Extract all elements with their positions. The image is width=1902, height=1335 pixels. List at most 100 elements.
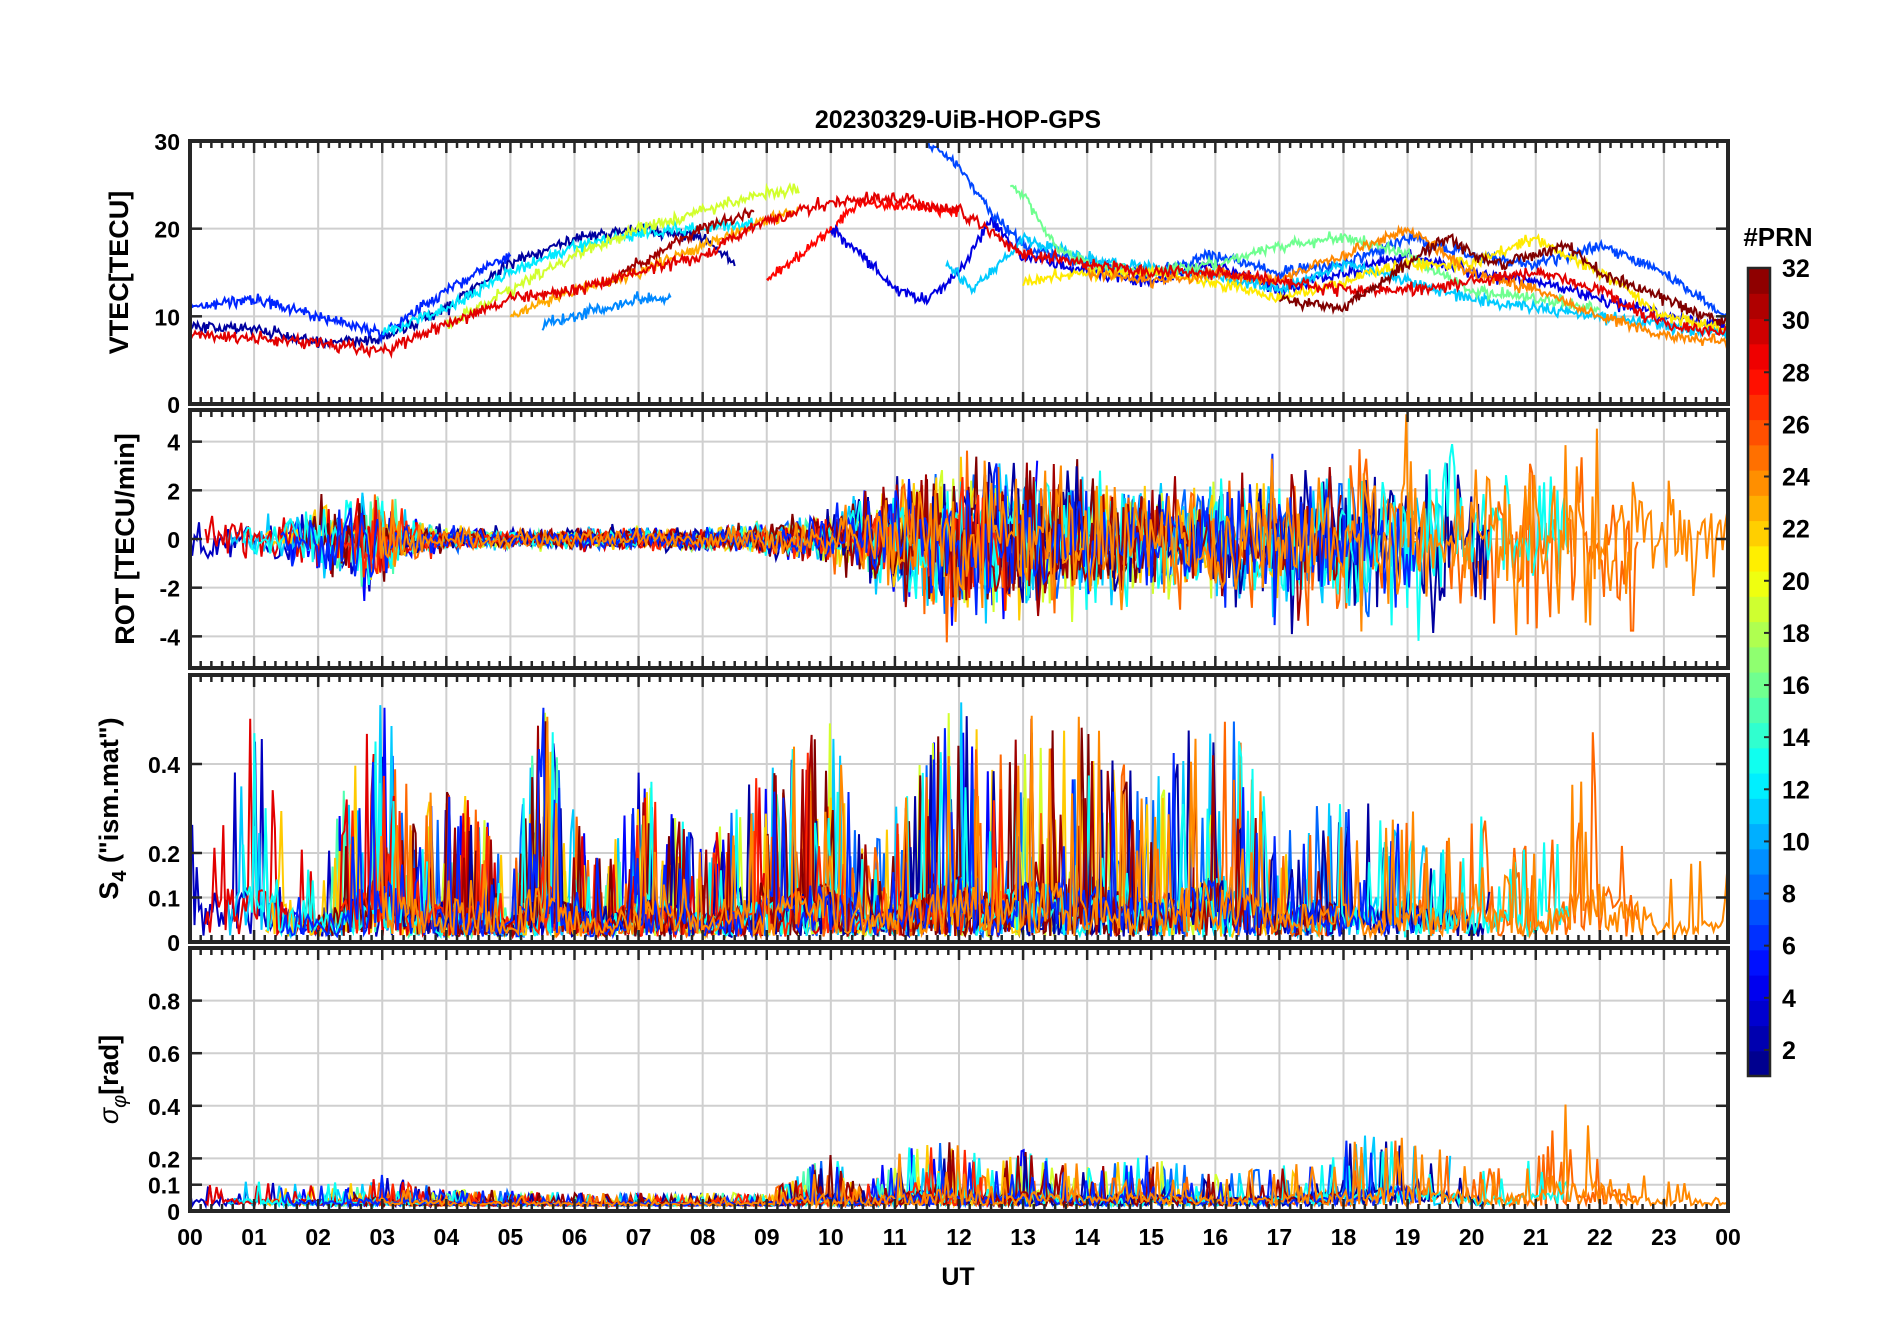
s4-y-tick-label: 0.1 [148,886,180,912]
rot-series-prn-24 [378,414,1728,636]
colorbar-swatch [1748,722,1770,749]
vtec-series [190,141,1728,359]
vtec-y-tick-label: 20 [154,217,180,243]
vtec-series-prn-6 [190,251,512,345]
sigma-y-tick-label: 0.8 [148,989,180,1015]
vtec-series-prn-31 [606,206,755,287]
panel-s4: 0 0.1 0.2 0.4 S4 ("ism.mat") [94,673,1730,956]
colorbar-tick-label: 22 [1782,516,1810,544]
colorbar-swatch [1748,596,1770,623]
colorbar-swatch [1748,823,1770,850]
colorbar-tick-label: 8 [1782,881,1796,909]
colorbar-tick-label: 12 [1782,776,1810,804]
x-tick-label: 00 [177,1224,203,1250]
rot-y-tick-label: -4 [160,624,181,650]
x-tick-labels: 00 01 02 03 04 05 06 07 08 09 10 11 12 13 14 15 16 17 18 19… [177,1224,1741,1250]
x-axis-label: UT [941,1263,974,1291]
sigma-y-tick-label: 0.2 [148,1146,180,1172]
colorbar-tick-label: 6 [1782,933,1796,961]
x-tick-label: 01 [241,1224,267,1250]
x-tick-label: 20 [1459,1224,1485,1250]
panel-rot: -4 -2 0 2 4 ROT [TECU/min] [110,408,1730,670]
colorbar-tick-label: 4 [1782,985,1796,1013]
x-tick-label: 21 [1523,1224,1549,1250]
colorbar-swatch [1748,571,1770,597]
x-tick-label: 16 [1203,1224,1229,1250]
colorbar-swatch [1748,1025,1770,1052]
s4-series-prn-24 [378,715,1728,941]
s4-y-axis-label: S4 ("ism.mat") [94,717,131,899]
s4-x-ticks [188,675,1730,942]
panel-sigma: 00.10.2 0.4 0.6 0.8 σφ[rad] [94,946,1730,1225]
x-tick-label: 22 [1587,1224,1613,1250]
colorbar-swatch [1748,975,1770,1001]
colorbar-swatch [1748,520,1770,547]
x-tick-label: 12 [946,1224,972,1250]
rot-x-ticks [188,410,1730,668]
colorbar-tick-label: 2 [1782,1037,1796,1065]
colorbar-swatch [1748,444,1770,471]
colorbar-tick-label: 10 [1782,828,1810,856]
colorbar-frame [1746,266,1772,1078]
sigma-y-tick-label: 0.1 [148,1173,180,1199]
rot-series [190,414,1728,643]
sigma-y-tick-label: 0.4 [148,1094,180,1120]
colorbar-tick-label: 28 [1782,359,1810,387]
colorbar-swatch [1748,874,1770,900]
colorbar-swatch [1748,646,1770,673]
colorbar-swatch [1748,697,1770,724]
x-tick-label: 05 [498,1224,524,1250]
rot-y-tick-label: 2 [167,478,180,504]
sigma-y-axis-label: σφ[rad] [94,1035,131,1124]
colorbar-swatch [1748,773,1770,799]
colorbar-tick-label: 16 [1782,672,1810,700]
panel-vtec: 0 10 20 30 VTEC[TECU] [104,129,1730,418]
colorbar-swatch [1748,343,1770,370]
vtec-series-prn-29 [190,191,1728,359]
chart-title: 20230329-UiB-HOP-GPS [815,106,1101,134]
colorbar-tick-label: 14 [1782,724,1810,752]
vtec-series-prn-2 [190,222,736,350]
vtec-y-tick-label: 30 [154,129,180,155]
colorbar-swatch [1748,293,1770,320]
vtec-y-tick-label: 10 [154,304,180,330]
colorbar-swatch [1748,419,1770,446]
sigma-y-tick-label: 0.6 [148,1041,180,1067]
s4-y-tick-label: 0.2 [148,841,180,867]
rot-y-tick-label: -2 [160,576,180,602]
x-tick-label: 18 [1331,1224,1357,1250]
colorbar-tick-label: 24 [1782,464,1810,492]
rot-y-axis-label: ROT [TECU/min] [110,433,140,644]
colorbar-tick-label: 18 [1782,620,1810,648]
colorbar-swatch [1748,545,1770,572]
x-tick-label: 11 [883,1224,908,1250]
x-tick-label: 07 [626,1224,652,1250]
vtec-y-ticks: 0 10 20 30 [154,129,1728,418]
colorbar-swatch [1748,848,1770,875]
vtec-series-prn-4 [829,213,1728,331]
colorbar-swatch [1748,924,1770,951]
sigma-series-prn-24 [378,1104,1728,1210]
s4-series-prn-6 [280,707,1422,940]
colorbar-title: #PRN [1743,222,1812,252]
colorbar-swatch [1748,899,1770,926]
colorbar-swatch [1748,747,1770,774]
colorbar-swatch [1748,798,1770,825]
vtec-series-prn-32 [1278,233,1728,326]
sigma-series-prn-31 [439,1150,1342,1209]
vtec-series-prn-19 [446,182,800,330]
s4-y-tick-label: 0.4 [148,752,180,778]
vtec-y-axis-label: VTEC[TECU] [104,191,134,355]
colorbar-tick-label: 26 [1782,411,1810,439]
s4-y-tick-label: 0 [167,930,180,956]
x-tick-label: 15 [1138,1224,1164,1250]
colorbar-tick-label: 20 [1782,568,1810,596]
x-tick-label: 00 [1715,1224,1741,1250]
colorbar-swatch [1748,470,1770,496]
colorbar-swatch [1748,949,1770,976]
sigma-y-ticks: 00.10.2 0.4 0.6 0.8 [148,989,1728,1225]
s4-series [190,702,1728,941]
